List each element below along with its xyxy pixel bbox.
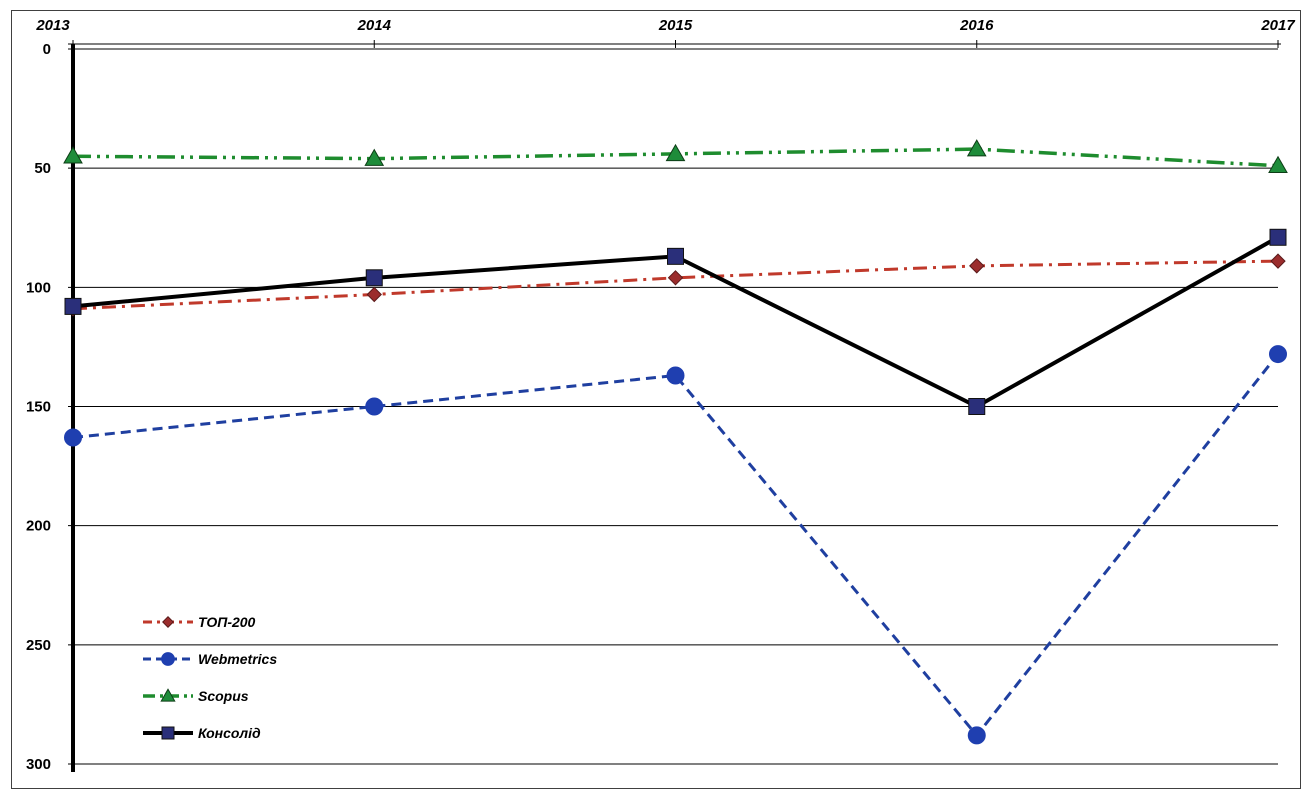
data-point-webmetrics-2015	[666, 366, 685, 385]
data-point-топ-200-2017	[1270, 253, 1286, 269]
data-point-webmetrics-2016	[967, 726, 986, 745]
x-tick-label-2014: 2014	[357, 17, 392, 34]
axes	[68, 40, 1281, 772]
data-point-scopus-2013	[63, 146, 83, 164]
data-point-webmetrics-2014	[365, 397, 384, 416]
data-point-scopus-2015	[665, 143, 686, 162]
legend-marker-scopus	[160, 688, 176, 702]
x-tick-label-2016: 2016	[959, 17, 994, 34]
legend-marker-топ-200	[162, 616, 174, 628]
series-line-webmetrics	[72, 353, 1280, 738]
y-tick-labels: 0 50 100 150 200 250 300	[26, 41, 51, 773]
chart-frame	[11, 10, 1301, 789]
data-point-консолід-2017	[1269, 228, 1287, 246]
legend-marker-консолід	[161, 726, 175, 740]
y-tick-label-250: 250	[26, 637, 51, 654]
legend: ТОП-200 Webmetrics Scopus Консолід	[143, 614, 277, 741]
series-lines	[63, 139, 1288, 745]
y-tick-label-200: 200	[26, 518, 51, 535]
y-tick-label-150: 150	[26, 399, 51, 416]
x-tick-label-2013: 2013	[35, 17, 70, 34]
data-point-консолід-2014	[365, 269, 383, 287]
legend-label-консолід: Консолід	[198, 725, 261, 741]
y-tick-label-300: 300	[26, 756, 51, 773]
data-point-консолід-2013	[64, 297, 82, 315]
x-tick-label-2017: 2017	[1260, 17, 1295, 34]
legend-label-webmetrics: Webmetrics	[198, 651, 277, 667]
data-point-топ-200-2016	[969, 258, 985, 274]
legend-label-топ-200: ТОП-200	[198, 614, 256, 630]
y-tick-label-0: 0	[43, 41, 51, 58]
data-point-webmetrics-2013	[64, 428, 82, 447]
legend-marker-webmetrics	[161, 652, 175, 666]
data-point-консолід-2015	[667, 247, 684, 265]
y-tick-label-100: 100	[26, 279, 51, 296]
data-point-scopus-2017	[1268, 155, 1288, 174]
data-point-консолід-2016	[968, 398, 986, 415]
data-point-scopus-2014	[364, 148, 385, 166]
data-point-scopus-2016	[966, 139, 987, 157]
data-point-топ-200-2014	[366, 286, 382, 303]
grid-lines	[68, 48, 1278, 765]
data-point-webmetrics-2017	[1269, 345, 1287, 364]
x-tick-labels: 2013 2014 2015 2016 2017	[35, 17, 1295, 34]
y-tick-label-50: 50	[34, 160, 51, 177]
legend-label-scopus: Scopus	[198, 688, 249, 704]
data-point-топ-200-2015	[667, 270, 684, 286]
x-tick-label-2015: 2015	[658, 17, 693, 34]
